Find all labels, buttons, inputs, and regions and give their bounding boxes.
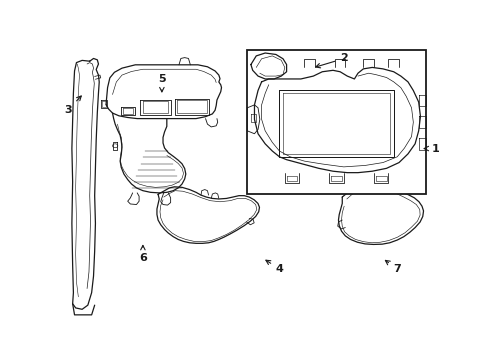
Text: 6: 6 [139,246,147,263]
Text: 4: 4 [266,260,284,274]
Text: 3: 3 [64,96,81,115]
Text: 5: 5 [158,74,166,92]
Text: 7: 7 [386,260,401,274]
Text: 1: 1 [424,144,439,153]
Bar [247,50,426,194]
Text: 2: 2 [316,53,348,68]
